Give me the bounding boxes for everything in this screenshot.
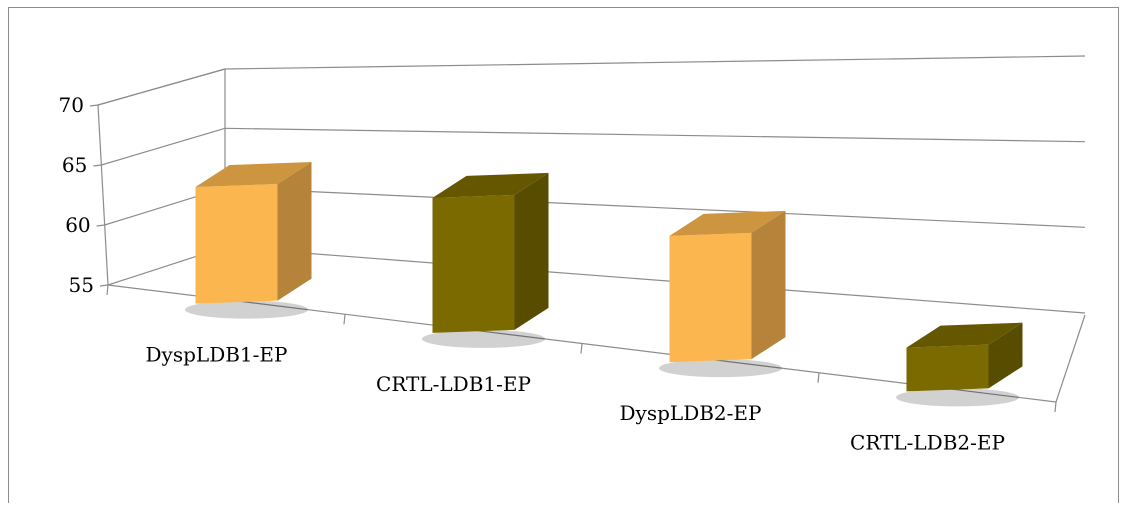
y-tick-label: 60 — [65, 213, 90, 237]
bar — [422, 172, 549, 348]
x-tick-mark — [817, 372, 820, 383]
y-tick-mark — [93, 164, 102, 167]
x-tick-mark — [580, 343, 583, 354]
x-tick-label: CRTL-LDB1-EP — [376, 372, 531, 396]
label-group: 55 60 65 70 DyspLDB1-EP CRTL-LDB1-EP DyspLDB2-… — [59, 93, 1005, 454]
floor-edge — [1055, 314, 1086, 403]
bar-side-face — [514, 172, 549, 330]
x-tick-mark — [106, 284, 109, 296]
y-tick-mark — [96, 224, 105, 227]
bar-side-face — [988, 322, 1023, 389]
bar-group — [185, 162, 1023, 407]
chart-walls — [89, 55, 1086, 413]
bar-top-face — [432, 172, 549, 198]
bar-shadow — [896, 388, 1019, 407]
y-tick-mark — [89, 104, 99, 107]
bar-side-face — [277, 162, 312, 301]
side-gridline — [97, 68, 226, 106]
bar-front-face — [906, 344, 989, 392]
side-gridline — [101, 127, 226, 166]
y-tick-label: 70 — [59, 93, 84, 117]
bar — [896, 322, 1023, 407]
gridline — [224, 127, 1086, 143]
bar-top-face — [669, 210, 786, 236]
bar-front-face — [432, 194, 515, 333]
bar-side-face — [751, 210, 786, 360]
x-tick-mark — [343, 314, 346, 325]
bar-front-face — [195, 184, 278, 304]
y-tick-label: 65 — [62, 153, 87, 177]
y-axis-line — [97, 104, 109, 286]
x-tick-mark — [1054, 401, 1057, 413]
bar — [659, 210, 786, 378]
bar-top-face — [906, 322, 1023, 348]
bar-shadow — [185, 300, 308, 319]
x-tick-label: DyspLDB1-EP — [146, 343, 288, 367]
gridline — [224, 55, 1086, 70]
x-tick-label: CRTL-LDB2-EP — [850, 430, 1005, 454]
y-tick-label: 55 — [69, 273, 94, 297]
bar-top-face — [195, 162, 312, 188]
bar-front-face — [669, 232, 752, 363]
gridline — [224, 246, 1086, 314]
gridline — [224, 187, 1086, 228]
bar — [185, 162, 312, 319]
bar-shadow — [422, 329, 545, 348]
bar-shadow — [659, 359, 782, 378]
y-tick-mark — [99, 284, 109, 287]
x-tick-label: DyspLDB2-EP — [620, 401, 762, 425]
chart-frame — [8, 7, 1119, 503]
